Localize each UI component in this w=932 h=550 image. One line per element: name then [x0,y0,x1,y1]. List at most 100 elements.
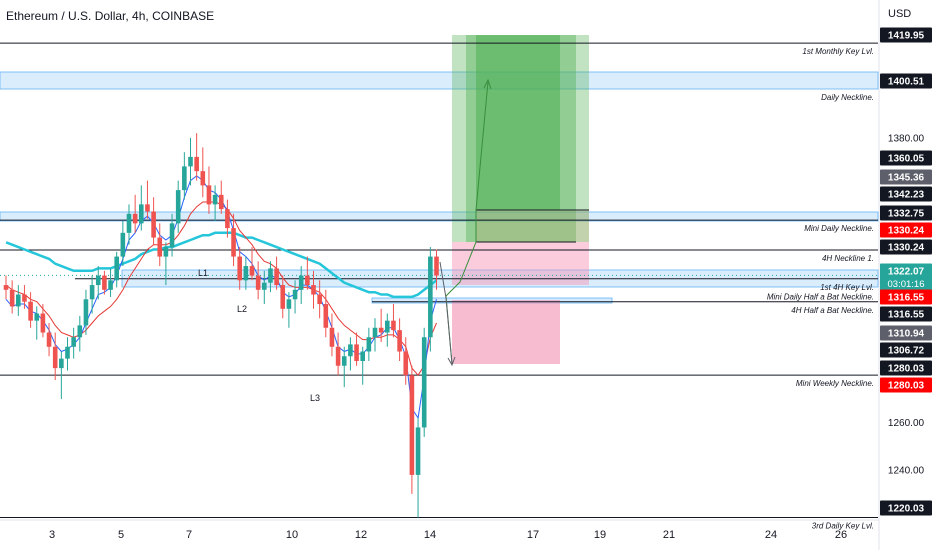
candle [151,197,156,245]
price-tag-box [880,500,932,516]
price-tag: 1310.94 [880,325,932,341]
candle-body [65,346,70,359]
price-tag-value: 1360.05 [888,154,925,165]
candle-body [268,268,273,283]
price-tag: 1345.36 [880,169,932,185]
price-tag-value: 1400.51 [888,77,925,88]
price-tag-value: 1419.95 [888,31,925,42]
loss-zone-upper [452,242,589,285]
candle-body [335,346,341,366]
candle-body [348,344,353,357]
projection-arrows [439,78,492,367]
candle-body [77,325,83,338]
price-tag: 1306.72 [880,342,932,358]
candle [385,313,390,347]
level-label: Daily Neckline. [821,93,874,102]
profit-zone-inner [476,35,560,210]
candle [335,332,341,376]
candle-body [95,275,101,286]
candle [317,280,322,319]
candle-body [305,275,310,286]
candle [182,152,187,200]
price-tag-box [880,27,932,43]
price-tag-box [880,222,932,238]
price-tag-value: 1330.24 [888,226,925,237]
candle-body [385,320,390,333]
candle [34,306,40,340]
candle-body [206,185,212,205]
candle [292,280,298,314]
ema-slow-line [5,231,438,299]
candle-body [83,299,89,326]
candle-body [391,320,396,331]
price-tag: 1316.55 [880,306,932,322]
neckline-4h-zone [0,211,879,222]
price-tag: 1400.51 [880,73,932,89]
level-label: 4H Half a Bat Neckline. [791,306,874,315]
candle [212,185,218,221]
candle [225,199,230,238]
candle [9,280,15,314]
candle-body [286,299,292,309]
price-tag: 1419.95 [880,27,932,43]
candle [262,270,267,305]
candle [120,220,126,267]
candle-body [317,294,322,305]
candle [329,313,335,357]
candle-body [71,337,76,347]
candle-body [126,213,132,233]
candle-body [188,156,193,167]
candle [421,327,427,437]
wave-label: L1 [198,268,208,278]
candle [89,275,95,314]
candle-body [243,266,249,281]
candle-body [102,275,107,290]
daily-neckline-zone [0,71,879,90]
candle [397,318,402,361]
price-tag-value: 1322.07 [888,267,925,278]
candle [428,247,433,352]
candle [145,180,150,219]
candle [77,315,83,352]
candle-body [415,427,421,475]
candle [163,242,169,286]
price-tag-value: 1316.55 [888,310,925,321]
level-label: Mini Daily Half a Bat Neckline. [767,292,874,301]
candle [175,180,181,233]
price-tag: 1342.23 [880,186,932,202]
candle [83,289,89,335]
candle [194,133,199,181]
candle [366,327,372,361]
level-label: 3rd Daily Key Lvl. [812,522,874,531]
price-tag-value: 1220.03 [888,504,925,515]
price-tag: 1316.55 [880,289,932,305]
candle [28,292,33,328]
price-tag-box [880,360,932,376]
candle [255,261,261,300]
candle-body [329,327,335,347]
y-tick-label: 1240.00 [888,466,925,477]
candle [305,256,310,290]
candle [372,318,378,352]
candle-body [292,289,298,300]
candle-body [169,223,175,248]
candle [157,223,163,267]
y-tick-label: 1380.00 [888,133,925,144]
candle-body [409,375,415,475]
candle [341,346,347,388]
candle-body [194,156,199,172]
price-tag-countdown: 03:01:16 [888,279,925,290]
candle [71,327,76,359]
price-tag-value: 1310.94 [888,329,925,340]
candle-body [262,282,267,290]
candle-body [9,289,15,307]
candle [22,285,27,309]
wave-label: L2 [237,304,247,314]
candle [132,194,138,233]
price-tag-box [880,186,932,202]
arrow-head [447,356,456,367]
price-tag-value: 1306.72 [888,346,925,357]
